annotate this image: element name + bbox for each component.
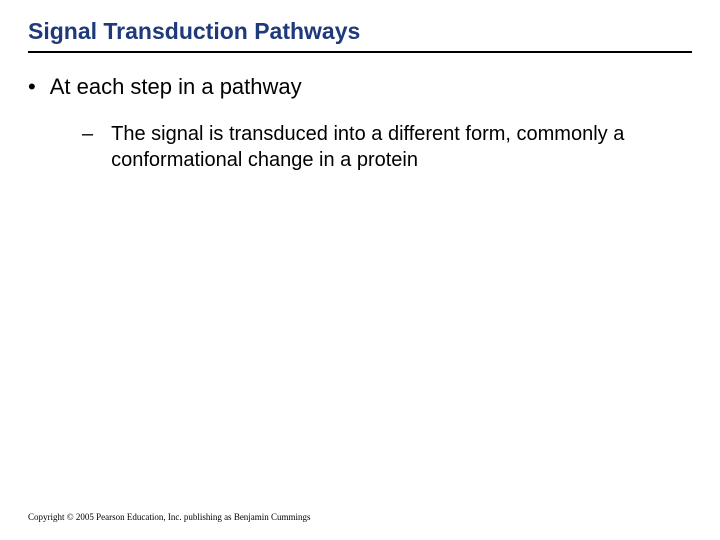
dash-icon: – (82, 121, 93, 147)
bullet-level2-text: The signal is transduced into a differen… (111, 121, 631, 173)
bullet-dot-icon: • (28, 73, 36, 101)
copyright-text: Copyright © 2005 Pearson Education, Inc.… (28, 512, 311, 522)
bullet-level1: • At each step in a pathway (28, 73, 692, 101)
bullet-level1-text: At each step in a pathway (50, 73, 302, 101)
slide-title: Signal Transduction Pathways (28, 18, 692, 53)
bullet-level2: – The signal is transduced into a differ… (82, 121, 652, 173)
